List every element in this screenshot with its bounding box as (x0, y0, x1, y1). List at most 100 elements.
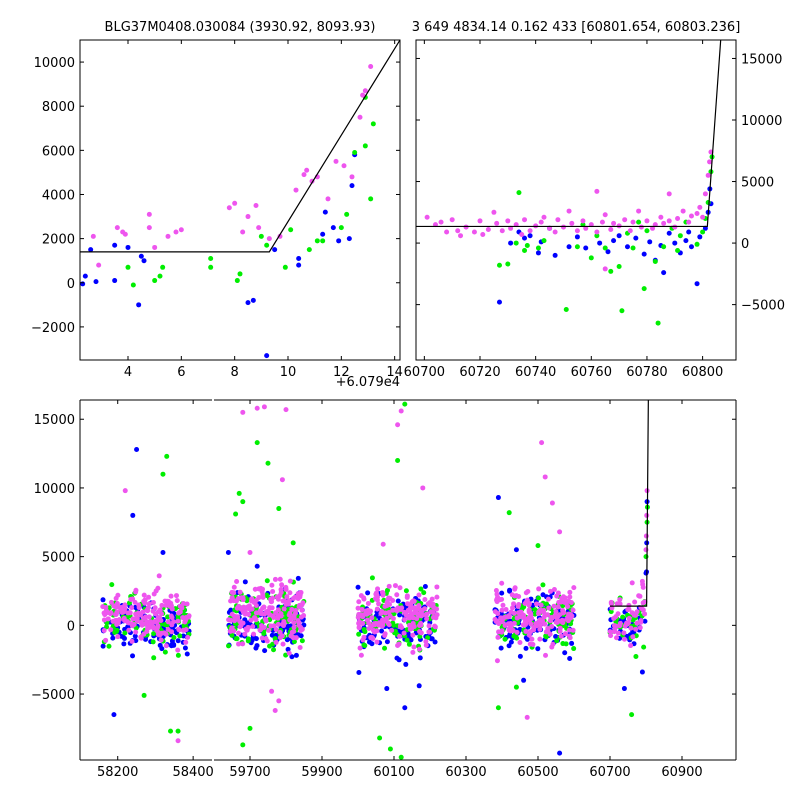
data-point (617, 620, 623, 626)
data-point (103, 604, 109, 610)
data-point (560, 641, 566, 647)
data-point (495, 495, 501, 501)
data-point (506, 633, 512, 639)
data-point (463, 224, 469, 230)
data-point (621, 636, 627, 642)
data-point (615, 630, 621, 636)
data-point (142, 600, 148, 606)
x-tick-label: 59700 (229, 765, 270, 780)
data-point (358, 652, 364, 658)
data-point (250, 636, 256, 642)
data-point (570, 607, 576, 613)
data-point (496, 629, 502, 635)
data-point (269, 582, 275, 588)
data-point (141, 692, 147, 698)
data-point (493, 588, 499, 594)
data-point (694, 211, 700, 217)
data-point (425, 601, 431, 607)
data-point (626, 606, 632, 612)
data-point (164, 453, 170, 459)
data-point (502, 636, 508, 642)
data-point (168, 593, 174, 599)
data-point (449, 217, 455, 223)
data-point (112, 242, 118, 248)
data-point (380, 592, 386, 598)
data-point (278, 589, 284, 595)
data-point (136, 302, 142, 308)
data-point (514, 629, 520, 635)
data-point (245, 214, 251, 220)
data-point (250, 297, 256, 303)
data-point (171, 642, 177, 648)
data-point (560, 607, 566, 613)
data-point (652, 259, 658, 265)
data-point (634, 609, 640, 615)
data-point (511, 601, 517, 607)
data-point (632, 599, 638, 605)
data-point (543, 652, 549, 658)
data-point (430, 614, 436, 620)
data-point (366, 620, 372, 626)
data-point (362, 643, 368, 649)
data-point (283, 407, 289, 413)
data-point (398, 754, 404, 760)
data-point (424, 611, 430, 617)
data-point (112, 278, 118, 284)
data-point (702, 191, 708, 197)
data-point (233, 511, 239, 517)
data-point (104, 624, 110, 630)
data-point (602, 245, 608, 251)
data-point (638, 224, 644, 230)
data-point (162, 598, 168, 604)
data-point (262, 648, 268, 654)
data-point (296, 255, 302, 261)
data-point (644, 512, 650, 518)
data-point (366, 626, 372, 632)
data-point (630, 634, 636, 640)
data-point (163, 631, 169, 637)
data-point (146, 601, 152, 607)
data-point (688, 244, 694, 250)
data-point (356, 669, 362, 675)
data-point (503, 607, 509, 613)
data-point (511, 620, 517, 626)
data-point (281, 606, 287, 612)
data-point (369, 634, 375, 640)
data-point (293, 652, 299, 658)
y-tick-label: 10000 (741, 114, 782, 129)
plot-area-segment (100, 446, 192, 744)
data-point (168, 603, 174, 609)
data-point (395, 422, 401, 428)
data-point (429, 596, 435, 602)
data-point (235, 596, 241, 602)
data-point (633, 654, 639, 660)
x-tick-label: 60300 (445, 765, 486, 780)
data-point (136, 605, 142, 611)
x-tick-label: 60760 (571, 365, 612, 380)
data-point (513, 684, 519, 690)
y-tick-label: 10000 (34, 56, 75, 71)
data-point (428, 609, 434, 615)
data-point (686, 229, 692, 235)
data-point (360, 92, 366, 98)
data-point (242, 579, 248, 585)
data-point (608, 599, 614, 605)
data-point (523, 645, 529, 651)
model-line (80, 40, 400, 253)
data-point (537, 617, 543, 623)
data-point (152, 605, 158, 611)
x-tick-label: 60500 (517, 765, 558, 780)
data-point (103, 637, 109, 643)
data-point (516, 594, 522, 600)
data-point (516, 610, 522, 616)
data-point (532, 607, 538, 613)
data-point (245, 300, 251, 306)
x-tick-label: 4 (124, 365, 132, 380)
data-point (165, 233, 171, 239)
model-line (610, 400, 649, 607)
data-point (146, 225, 152, 231)
y-tick-label: 5000 (741, 176, 774, 191)
y-tick-label: −5000 (741, 299, 785, 314)
data-point (640, 600, 646, 606)
data-point (282, 264, 288, 270)
